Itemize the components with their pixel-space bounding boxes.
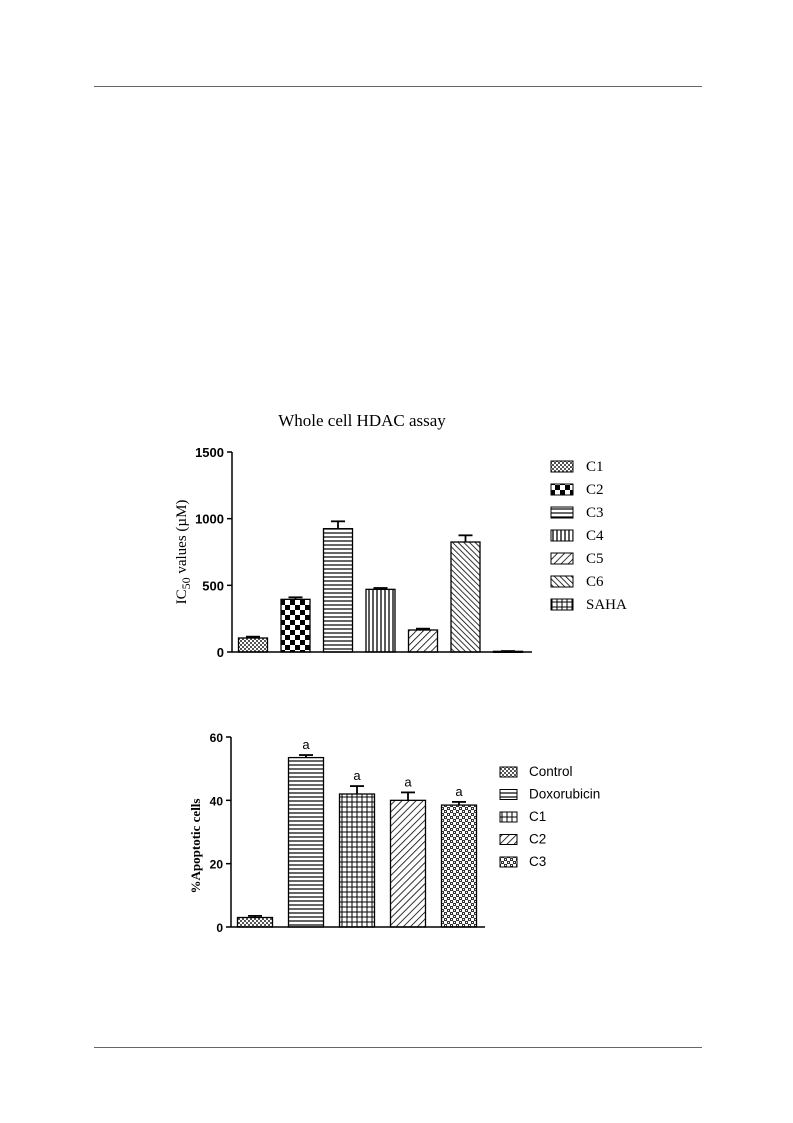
bar-group <box>237 520 524 653</box>
bar-c5 <box>407 629 439 653</box>
legend-label: C3 <box>586 505 604 521</box>
legend: Control Doxorubicin C1 C2 C3 <box>499 764 600 869</box>
apoptosis-chart: 0 20 40 60 a a a a %Apoptotic cells Control Dox… <box>188 731 600 935</box>
bar-doxorubicin <box>287 756 325 928</box>
legend-swatch <box>550 598 574 611</box>
legend-swatch <box>499 834 518 845</box>
bar-control <box>236 916 274 928</box>
legend-label: SAHA <box>586 597 627 613</box>
legend: C1 C2 C3 C4 C5 C6 SAHA <box>550 459 627 613</box>
legend-swatch <box>499 766 518 778</box>
footer-rule <box>94 1047 702 1048</box>
legend-label: C2 <box>529 832 546 847</box>
legend-label: Doxorubicin <box>529 787 600 802</box>
legend-swatch <box>550 460 574 473</box>
y-tick-label: 1500 <box>195 445 224 460</box>
hdac-assay-chart: Whole cell HDAC assay 0 500 1000 1500 IC50 … <box>174 411 627 660</box>
legend-label: Control <box>529 764 573 779</box>
legend-label: C6 <box>586 574 604 590</box>
significance-label: a <box>302 737 310 752</box>
y-tick-label: 40 <box>210 794 224 808</box>
header-rule <box>94 86 702 87</box>
legend-swatch <box>550 552 574 565</box>
y-tick-label: 0 <box>217 645 224 660</box>
bar-c3 <box>322 528 354 653</box>
bar-c4 <box>365 588 396 653</box>
significance-label: a <box>455 784 463 799</box>
bar-c3 <box>440 804 478 928</box>
y-axis-ticks: 0 500 1000 1500 <box>195 445 232 660</box>
legend-swatch <box>550 506 574 519</box>
significance-label: a <box>404 774 412 789</box>
y-axis-label: IC50 values (µM) <box>174 500 193 605</box>
legend-swatch <box>550 483 574 496</box>
bar-c2 <box>389 799 427 928</box>
y-tick-label: 20 <box>210 858 224 872</box>
bar-c1 <box>338 793 376 928</box>
y-tick-label: 1000 <box>195 512 224 527</box>
y-tick-label: 500 <box>202 578 224 593</box>
bar-c2 <box>280 598 311 653</box>
legend-swatch <box>499 811 518 823</box>
bar-c6 <box>450 541 481 653</box>
legend-label: C2 <box>586 482 604 498</box>
legend-label: C1 <box>586 459 604 475</box>
significance-label: a <box>353 768 361 783</box>
legend-label: C4 <box>586 528 604 544</box>
legend-label: C5 <box>586 551 604 567</box>
bar-c1 <box>237 637 269 653</box>
y-tick-label: 0 <box>216 921 223 935</box>
legend-swatch <box>550 575 574 588</box>
legend-swatch <box>550 529 574 542</box>
legend-swatch <box>499 789 518 800</box>
y-axis-ticks: 0 20 40 60 <box>210 731 231 935</box>
legend-label: C1 <box>529 809 546 824</box>
y-axis-label: %Apoptotic cells <box>188 799 203 894</box>
y-tick-label: 60 <box>210 731 224 745</box>
bar-group: a a a a <box>236 737 478 928</box>
legend-swatch <box>499 856 518 868</box>
chart-title: Whole cell HDAC assay <box>278 411 446 430</box>
legend-label: C3 <box>529 854 546 869</box>
